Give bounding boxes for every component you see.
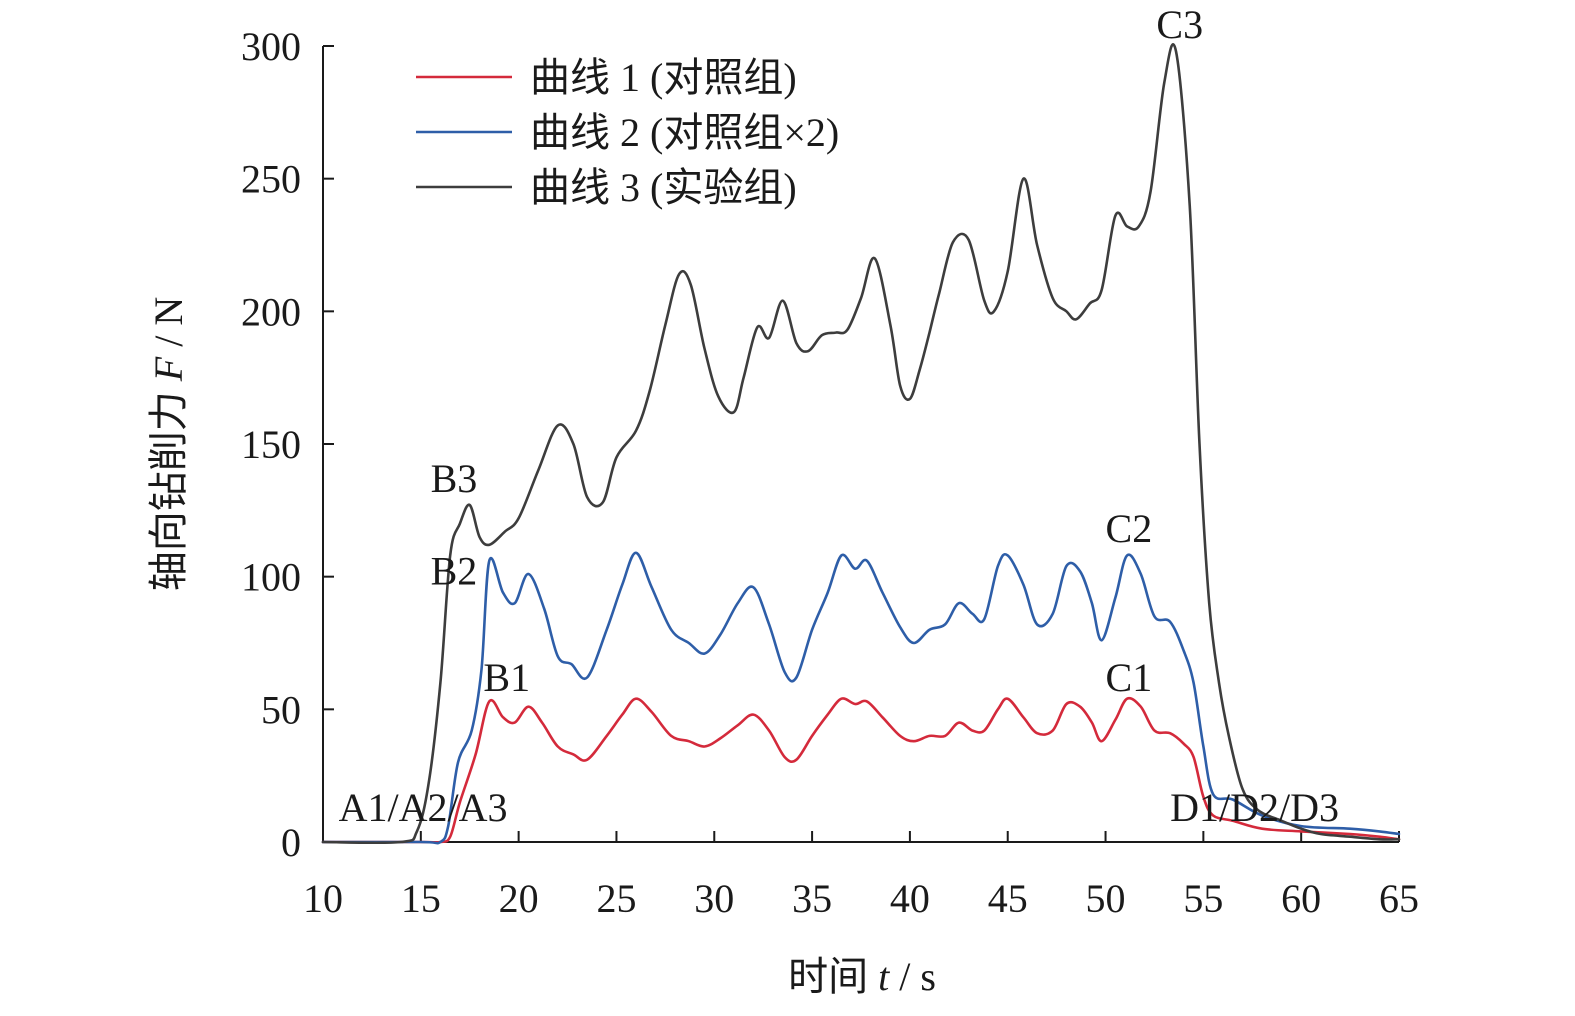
point-label: C1	[1106, 655, 1153, 700]
y-tick-label: 300	[241, 24, 301, 69]
x-tick-label: 45	[988, 876, 1028, 921]
axes: 0 50 100 150 200 250 300 10 15 20 25 30 35 40 45 50 55 60…	[241, 24, 1419, 921]
point-label: D1/D2/D3	[1170, 785, 1339, 830]
y-axis-title-prefix: 轴向钻削力	[146, 381, 191, 591]
x-tick-label: 50	[1086, 876, 1126, 921]
x-tick-label: 15	[401, 876, 441, 921]
y-tick-label: 100	[241, 555, 301, 600]
point-label: C2	[1106, 506, 1153, 551]
series-line-1	[321, 696, 1401, 844]
x-axis-title-variable: t	[878, 954, 890, 999]
x-tick-label: 20	[499, 876, 539, 921]
point-label: B2	[431, 549, 478, 594]
x-tick-label: 55	[1183, 876, 1223, 921]
x-tick-label: 25	[596, 876, 636, 921]
y-axis-title-variable: F	[146, 356, 191, 382]
y-tick-label: 150	[241, 422, 301, 467]
y-tick-label: 50	[261, 687, 301, 732]
series-line-2	[321, 551, 1401, 845]
y-tick-label: 250	[241, 157, 301, 202]
y-axis-title-unit: / N	[146, 297, 191, 357]
series-lines	[321, 43, 1401, 845]
y-axis-title: 轴向钻削力 F / N	[146, 297, 191, 591]
point-label: B1	[483, 655, 530, 700]
x-axis-title-unit: / s	[889, 954, 936, 999]
legend-label: 曲线 2 (对照组×2)	[530, 110, 839, 155]
x-tick-label: 10	[303, 876, 343, 921]
legend-label: 曲线 1 (对照组)	[530, 55, 797, 100]
legend: 曲线 1 (对照组) 曲线 2 (对照组×2) 曲线 3 (实验组)	[416, 55, 839, 210]
series-line-3	[321, 43, 1401, 845]
x-tick-label: 40	[890, 876, 930, 921]
y-tick-label: 200	[241, 289, 301, 334]
x-tick-label: 60	[1281, 876, 1321, 921]
x-axis-title: 时间 t / s	[788, 954, 936, 999]
x-tick-label: 65	[1379, 876, 1419, 921]
point-label: B3	[431, 456, 478, 501]
point-label: A1/A2/A3	[339, 785, 508, 830]
x-axis-title-prefix: 时间	[788, 954, 878, 999]
x-tick-label: 35	[792, 876, 832, 921]
legend-label: 曲线 3 (实验组)	[530, 165, 797, 210]
point-annotations: A1/A2/A3 B1 B2 B3 C1 C2 C3 D1/D2/D3	[339, 2, 1339, 830]
y-tick-label: 0	[281, 820, 301, 865]
point-label: C3	[1156, 2, 1203, 47]
x-tick-label: 30	[694, 876, 734, 921]
